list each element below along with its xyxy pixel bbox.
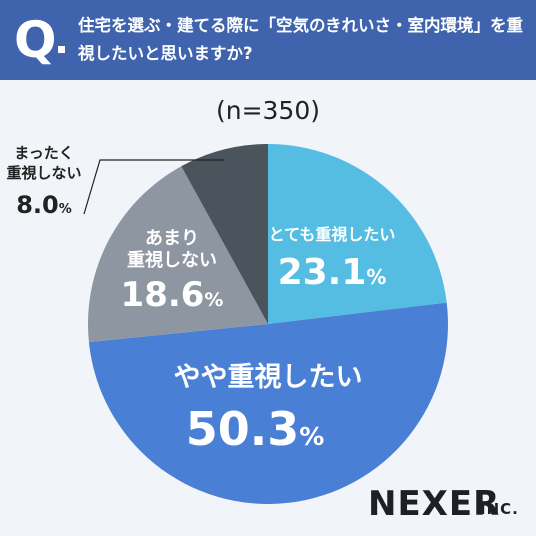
slice-label-very-important: とても重視したい [269,225,396,244]
slice-label-not-at-all-important: 重視しない [6,164,81,182]
pie-slice-very-important [268,144,447,324]
brand-suffix: INC. [480,500,519,518]
slice-label-somewhat-important: やや重視したい [174,362,363,393]
q-dot [58,46,65,53]
pie-slice-somewhat-important [88,302,448,504]
q-mark: Q [14,11,57,69]
leader-line [83,159,224,215]
slice-label-not-very-important: あまり [145,228,199,249]
slice-label-not-very-important: 重視しない [127,249,217,271]
brand-logo-text: NEXER [368,484,501,524]
slice-value-not-at-all-important: 8.0% [16,191,72,219]
slice-value-not-very-important: 18.6% [121,275,224,315]
sample-size-label: (n=350) [215,96,321,125]
pie-slice-not-at-all-important [181,144,268,324]
slice-label-not-at-all-important: まったく [14,144,73,162]
slice-value-very-important: 23.1% [278,252,387,293]
question-text: 住宅を選ぶ・建てる際に「空気のきれいさ・室内環境」を重視したいと思いますか? [78,16,524,63]
slice-value-somewhat-important: 50.3% [186,402,325,456]
pie-slice-not-very-important [87,166,268,343]
question-header: Q 住宅を選ぶ・建てる際に「空気のきれいさ・室内環境」を重視したいと思いますか? [0,0,536,80]
